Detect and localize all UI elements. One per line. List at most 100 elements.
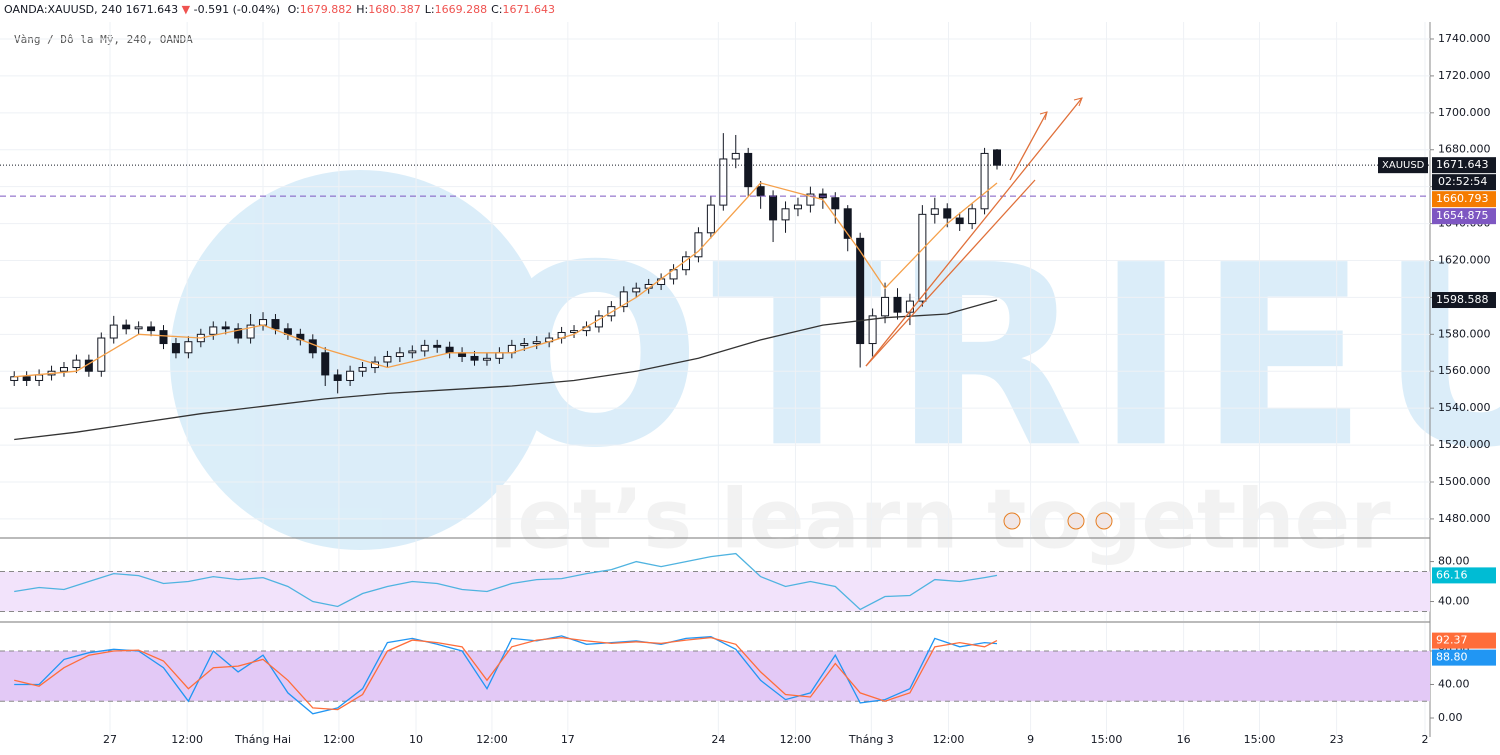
price-tag-label: 88.80 (1436, 651, 1468, 664)
y-tick-label: 40.00 (1438, 595, 1470, 608)
candle-body (831, 197, 840, 210)
candle-body (756, 186, 765, 197)
price-tag-label: 1671.643 (1436, 158, 1489, 171)
arrow: ▼ (182, 3, 191, 16)
candle-body (383, 355, 392, 363)
candle-body (856, 237, 865, 345)
x-tick-label: 27 (103, 733, 117, 746)
candle-body (271, 319, 280, 330)
y-tick-label: 1620.000 (1438, 253, 1491, 266)
price-tag-label: 1660.793 (1436, 192, 1489, 205)
x-tick-label: 10 (409, 733, 423, 746)
y-tick-label: 1680.000 (1438, 143, 1491, 156)
countdown-label: 02:52:54 (1438, 175, 1487, 188)
candle-body (694, 232, 703, 258)
price: 1671.643 (126, 3, 179, 16)
x-tick-label: 16 (1177, 733, 1191, 746)
candle-body (806, 193, 815, 206)
price-tag (1432, 567, 1496, 584)
candle-body (607, 306, 616, 317)
candle-body (346, 370, 355, 381)
x-tick-label: 15:00 (1244, 733, 1276, 746)
candle-body (184, 341, 193, 354)
candle-body (993, 149, 1002, 166)
x-tick-label: 12:00 (171, 733, 203, 746)
candle-body (59, 367, 68, 372)
x-tick-label: Tháng Hai (234, 733, 291, 746)
trend-arrow (865, 179, 1036, 367)
candle-body (495, 352, 504, 359)
candle-body (706, 204, 715, 234)
candle-body (134, 326, 143, 330)
y-tick-label: 1700.000 (1438, 106, 1491, 119)
candle-body (109, 324, 118, 339)
header: OANDA:XAUUSD, 240 1671.643 ▼ -0.591 (-0.… (4, 3, 555, 16)
candle-body (843, 208, 852, 239)
price-tag (1432, 191, 1496, 208)
candle-body (445, 346, 454, 354)
y-tick-label: 0.00 (1438, 711, 1463, 724)
trend-arrow (1009, 111, 1048, 181)
ohlc-label: H: (356, 3, 368, 16)
indicator-line (14, 552, 998, 611)
candle-body (246, 324, 255, 339)
candle-body (321, 352, 330, 376)
ohlc-value: 1669.288 (435, 3, 488, 16)
candle-body (893, 296, 902, 313)
candle-body (171, 343, 180, 354)
indicator-line (14, 636, 998, 711)
candle-body (769, 195, 778, 221)
indicator-line (14, 182, 998, 378)
price-tag (1432, 632, 1496, 649)
candle-body (918, 213, 927, 302)
candle-body (532, 341, 541, 345)
candle-body (209, 326, 218, 335)
band-fill (0, 571, 1430, 612)
x-tick-label: 12:00 (323, 733, 355, 746)
price-tag-label: 92.37 (1436, 634, 1468, 647)
y-tick-label: 40.00 (1438, 677, 1470, 690)
ohlc-value: 1679.882 (300, 3, 353, 16)
candle-body (520, 343, 529, 346)
y-tick-label: 1740.000 (1438, 32, 1491, 45)
candle-body (147, 326, 156, 332)
arrow-head (1039, 111, 1048, 121)
brand: TOTRIEU (309, 211, 1500, 502)
event-icon (1003, 512, 1021, 530)
candle-body (408, 350, 417, 354)
candle-body (881, 296, 890, 317)
ohlc-value: 1680.387 (368, 3, 421, 16)
price-tag-label: 1654.875 (1436, 209, 1489, 222)
symbol-tag (1378, 157, 1428, 174)
candle-body (333, 374, 342, 381)
symbol-tag-label: XAUUSD (1382, 160, 1425, 171)
watermark: TOTRIEU let’s learn together (170, 170, 1500, 567)
candle-body (395, 352, 404, 357)
candle-body (159, 330, 168, 345)
candle-body (868, 315, 877, 345)
y-tick-label: 80.00 (1438, 555, 1470, 568)
candle-body (930, 208, 939, 215)
change-pct: (-0.04%) (233, 3, 281, 16)
change: -0.591 (194, 3, 229, 16)
x-tick-label: 17 (561, 733, 575, 746)
candle-body (619, 291, 628, 308)
candle-body (793, 204, 802, 210)
candle-body (122, 324, 131, 330)
candle-body (781, 208, 790, 221)
y-tick-label: 1720.000 (1438, 69, 1491, 82)
candle-body (632, 287, 641, 293)
trend-arrow (865, 97, 1083, 367)
y-tick-label: 1560.000 (1438, 364, 1491, 377)
x-tick-label: 9 (1027, 733, 1034, 746)
candle-body (358, 367, 367, 372)
y-tick-label: 1500.000 (1438, 475, 1491, 488)
x-tick-label: 23 (1330, 733, 1344, 746)
x-tick-label: 12:00 (780, 733, 812, 746)
ohlc-label: C: (491, 3, 502, 16)
band-fill (0, 650, 1430, 702)
event-icon (1067, 512, 1085, 530)
candle-body (221, 326, 230, 330)
